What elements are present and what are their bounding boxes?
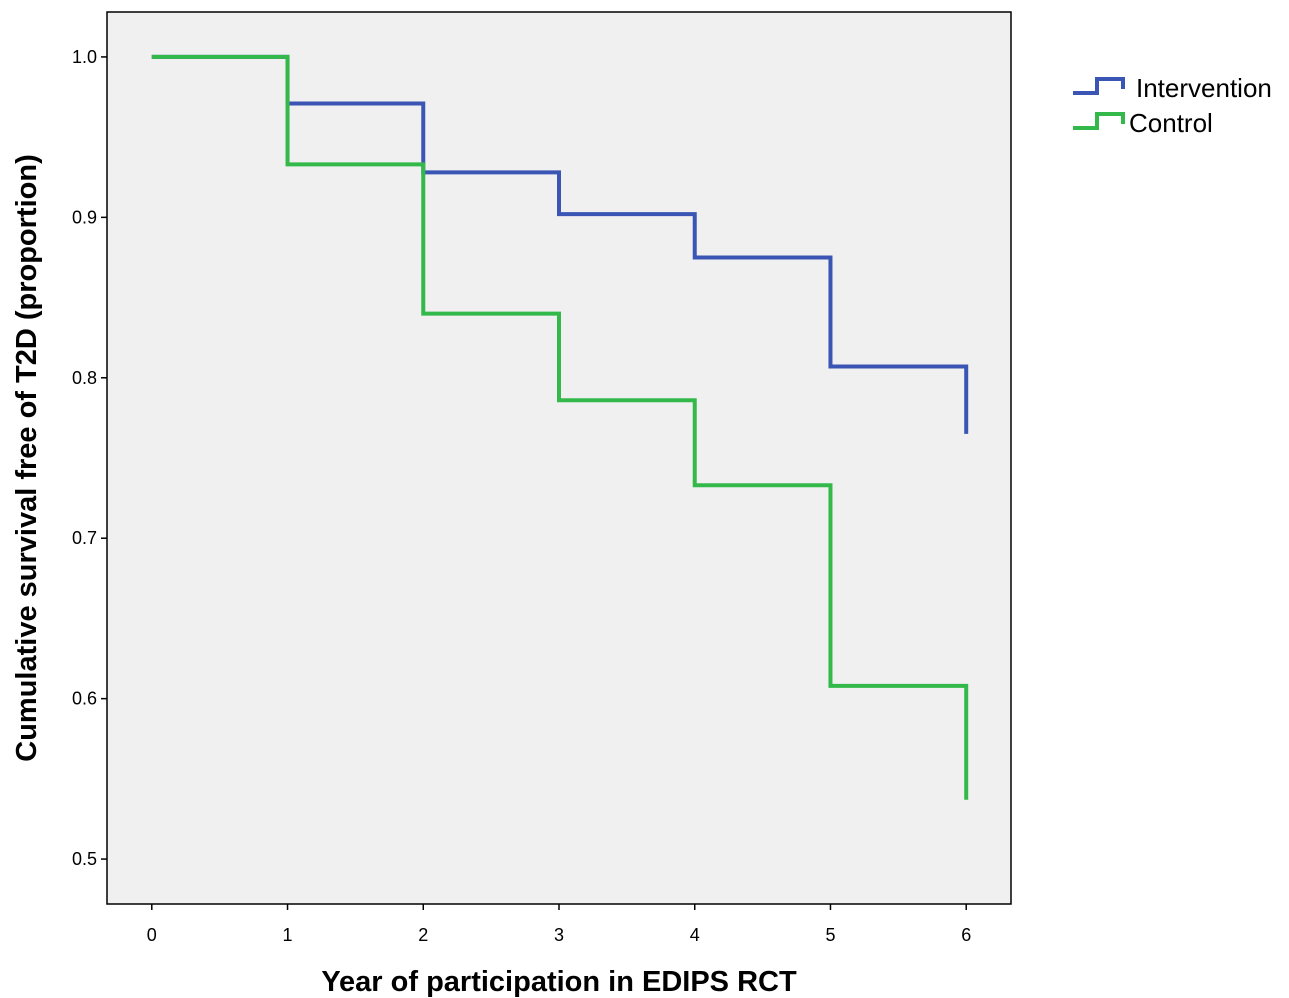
x-tick-label: 0 [147,925,157,945]
y-tick-label: 0.7 [72,528,97,548]
legend-symbol-intervention [1073,77,1125,95]
legend: Intervention Control [1073,73,1272,138]
x-tick-label: 4 [690,925,700,945]
legend-label-control: Control [1129,108,1213,138]
y-axis-title: Cumulative survival free of T2D (proport… [11,154,43,761]
y-tick-label: 0.9 [72,207,97,227]
x-tick-label: 6 [961,925,971,945]
y-tick-label: 1.0 [72,47,97,67]
series-line-control [151,54,969,800]
series-layer [151,54,969,800]
y-tick-label: 0.8 [72,368,97,388]
x-tick-label: 1 [283,925,293,945]
plot-area [106,11,1012,905]
x-tick-label: 5 [825,925,835,945]
y-tick-label: 0.6 [72,689,97,709]
y-tick-label: 0.5 [72,849,97,869]
x-tick-label: 3 [554,925,564,945]
legend-symbol-control [1073,112,1125,130]
legend-label-intervention: Intervention [1136,73,1272,103]
x-axis-title: Year of participation in EDIPS RCT [321,966,797,998]
axis-layer: 0.5 0.6 0.7 0.8 0.9 1.0 0 1 2 3 4 5 6 [72,47,971,945]
x-tick-label: 2 [418,925,428,945]
